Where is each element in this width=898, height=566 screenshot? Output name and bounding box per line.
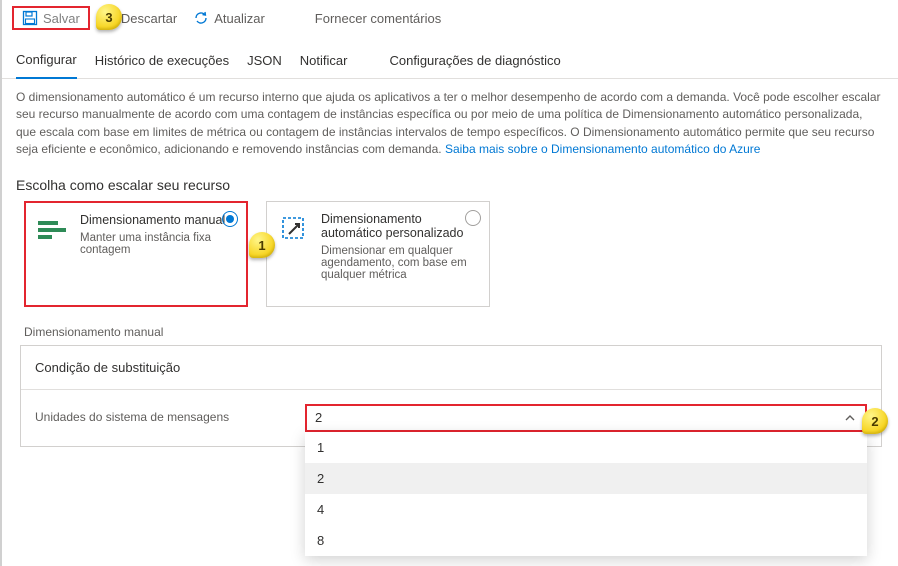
callout-2: 2 xyxy=(862,408,888,434)
tabs: Configurar Histórico de execuções JSON N… xyxy=(2,40,898,79)
tab-json[interactable]: JSON xyxy=(247,47,282,78)
intro-text: O dimensionamento automático é um recurs… xyxy=(2,79,898,163)
chevron-up-icon xyxy=(843,411,857,425)
toolbar: Salvar Descartar Atualizar Fornecer come… xyxy=(2,0,898,40)
card-manual-desc: Manter uma instância fixa contagem xyxy=(80,232,236,256)
feedback-label: Fornecer comentários xyxy=(315,11,441,26)
callout-1: 1 xyxy=(249,232,275,258)
dropdown-option-1[interactable]: 1 xyxy=(305,432,867,463)
tab-diagnostics[interactable]: Configurações de diagnóstico xyxy=(389,47,560,78)
card-manual-title: Dimensionamento manual xyxy=(80,213,236,227)
card-auto-title: Dimensionamento automático personalizado xyxy=(321,212,479,240)
tab-notify[interactable]: Notificar xyxy=(300,47,348,78)
dropdown-option-4[interactable]: 4 xyxy=(305,494,867,525)
save-label: Salvar xyxy=(43,11,80,26)
card-auto-desc: Dimensionar em qualquer agendamento, com… xyxy=(321,245,479,281)
panel-header: Condição de substituição xyxy=(21,346,881,389)
manual-scale-subheading: Dimensionamento manual xyxy=(2,307,898,345)
manual-scale-icon xyxy=(36,213,70,247)
scale-cards: Dimensionamento manual Manter uma instân… xyxy=(2,201,898,307)
save-icon xyxy=(22,10,38,26)
messaging-units-select[interactable]: 2 xyxy=(305,404,867,432)
dropdown-option-8[interactable]: 8 xyxy=(305,525,867,556)
feedback-button[interactable]: Fornecer comentários xyxy=(309,9,447,28)
refresh-icon xyxy=(193,10,209,26)
card-auto-scale[interactable]: Dimensionamento automático personalizado… xyxy=(266,201,490,307)
radio-manual[interactable] xyxy=(222,211,238,227)
dropdown-option-2[interactable]: 2 xyxy=(305,463,867,494)
discard-label: Descartar xyxy=(121,11,177,26)
messaging-units-row: Unidades do sistema de mensagens 2 1 2 4… xyxy=(21,389,881,446)
tab-configure[interactable]: Configurar xyxy=(16,46,77,79)
callout-3: 3 xyxy=(96,4,122,30)
refresh-button[interactable]: Atualizar xyxy=(187,8,271,28)
override-condition-panel: Condição de substituição Unidades do sis… xyxy=(20,345,882,447)
radio-auto[interactable] xyxy=(465,210,481,226)
learn-more-link[interactable]: Saiba mais sobre o Dimensionamento autom… xyxy=(445,142,761,156)
messaging-units-select-wrap: 2 1 2 4 8 xyxy=(305,404,867,432)
save-button[interactable]: Salvar xyxy=(12,6,90,30)
tab-history[interactable]: Histórico de execuções xyxy=(95,47,229,78)
choose-scale-title: Escolha como escalar seu recurso xyxy=(2,163,898,201)
messaging-units-dropdown: 1 2 4 8 xyxy=(305,432,867,556)
messaging-units-label: Unidades do sistema de mensagens xyxy=(35,404,295,424)
refresh-label: Atualizar xyxy=(214,11,265,26)
auto-scale-icon xyxy=(277,212,311,246)
select-value: 2 xyxy=(315,410,322,425)
card-manual-scale[interactable]: Dimensionamento manual Manter uma instân… xyxy=(24,201,248,307)
